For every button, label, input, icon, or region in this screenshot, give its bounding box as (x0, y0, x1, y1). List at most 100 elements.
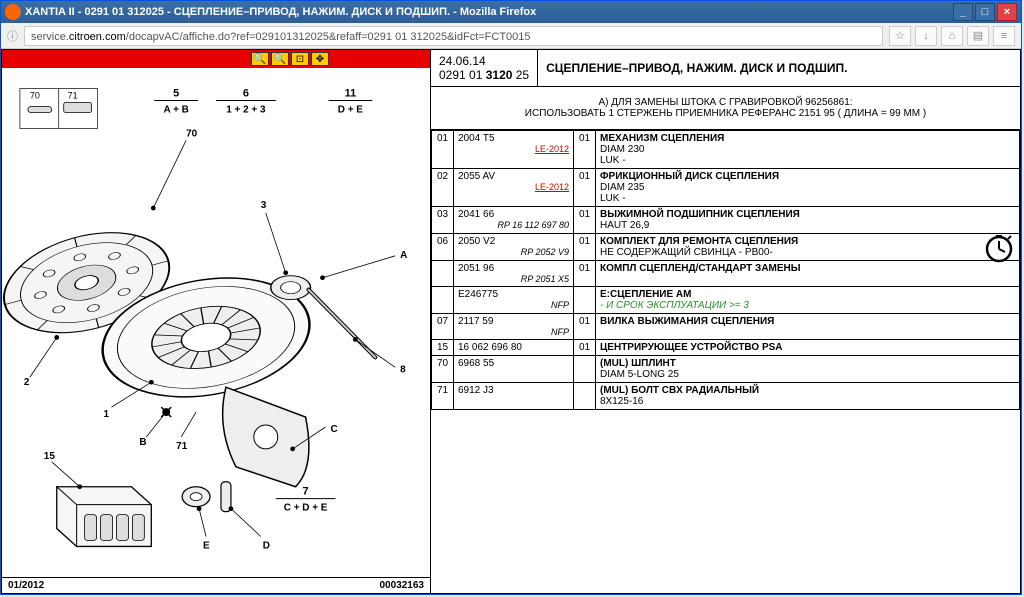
table-row[interactable]: 2051 96RP 2051 X501КОМПЛ СЦЕПЛЕНД/СТАНДА… (432, 261, 1020, 287)
header-date: 24.06.14 (439, 54, 529, 68)
row-desc: ВИЛКА ВЫЖИМАНИЯ СЦЕПЛЕНИЯ (596, 314, 1020, 340)
row-num: 06 (432, 234, 454, 261)
svg-text:D: D (263, 540, 270, 551)
svg-text:71: 71 (68, 91, 78, 101)
row-num (432, 287, 454, 314)
svg-text:71: 71 (176, 441, 188, 452)
content-area: 🔍 🔍 ⊡ ✥ 70 71 5 A (1, 49, 1021, 594)
row-ref: 2117 59NFP (454, 314, 574, 340)
diagram-panel: 🔍 🔍 ⊡ ✥ 70 71 5 A (1, 49, 431, 594)
row-desc: ФРИКЦИОННЫЙ ДИСК СЦЕПЛЕНИЯDIAM 235LUK - (596, 169, 1020, 207)
svg-text:15: 15 (44, 451, 56, 462)
header-note: А) ДЛЯ ЗАМЕНЫ ШТОКА С ГРАВИРОВКОЙ 962568… (431, 87, 1020, 130)
diagram-code: 00032163 (380, 580, 425, 591)
svg-text:C + D + E: C + D + E (284, 503, 328, 514)
download-icon[interactable]: ↓ (915, 26, 937, 46)
svg-text:A: A (400, 250, 407, 261)
row-num: 71 (432, 383, 454, 410)
site-info-icon[interactable]: ⓘ (7, 28, 18, 44)
table-row[interactable]: 012004 T5LE-201201МЕХАНИЗМ СЦЕПЛЕНИЯDIAM… (432, 131, 1020, 169)
svg-text:2: 2 (24, 377, 30, 388)
minimize-button[interactable]: _ (953, 3, 973, 21)
row-num: 03 (432, 207, 454, 234)
row-qty (574, 356, 596, 383)
firefox-icon (5, 4, 21, 20)
row-qty (574, 287, 596, 314)
parts-table: 012004 T5LE-201201МЕХАНИЗМ СЦЕПЛЕНИЯDIAM… (431, 130, 1020, 410)
close-button[interactable]: × (997, 3, 1017, 21)
svg-text:1: 1 (104, 409, 110, 420)
svg-text:11: 11 (345, 88, 357, 100)
row-num: 02 (432, 169, 454, 207)
row-num: 01 (432, 131, 454, 169)
row-num: 07 (432, 314, 454, 340)
row-desc: ЦЕНТРИРУЮЩЕЕ УСТРОЙСТВО PSA (596, 340, 1020, 356)
row-ref: 2004 T5LE-2012 (454, 131, 574, 169)
row-qty (574, 383, 596, 410)
svg-text:C: C (330, 424, 337, 435)
row-qty: 01 (574, 131, 596, 169)
reset-zoom-icon[interactable]: ⊡ (291, 52, 309, 66)
row-qty: 01 (574, 261, 596, 287)
svg-text:A + B: A + B (164, 104, 189, 115)
table-row[interactable]: 062050 V2RP 2052 V901КОМПЛЕКТ ДЛЯ РЕМОНТ… (432, 234, 1020, 261)
row-ref: 2055 AVLE-2012 (454, 169, 574, 207)
svg-text:6: 6 (243, 88, 249, 100)
address-bar: ⓘ service.citroen.com/docapvAC/affiche.d… (1, 23, 1021, 49)
header-code: 0291 01 3120 25 (439, 68, 529, 82)
window-title: XANTIA II - 0291 01 312025 - СЦЕПЛЕНИЕ–П… (25, 6, 953, 18)
svg-text:7: 7 (303, 486, 309, 498)
diagram-date: 01/2012 (8, 580, 44, 591)
firefox-window: XANTIA II - 0291 01 312025 - СЦЕПЛЕНИЕ–П… (0, 0, 1022, 595)
titlebar[interactable]: XANTIA II - 0291 01 312025 - СЦЕПЛЕНИЕ–П… (1, 1, 1021, 23)
row-ref: 16 062 696 80 (454, 340, 574, 356)
table-row[interactable]: 072117 59NFP01ВИЛКА ВЫЖИМАНИЯ СЦЕПЛЕНИЯ (432, 314, 1020, 340)
row-desc: КОМПЛ СЦЕПЛЕНД/СТАНДАРТ ЗАМЕНЫ (596, 261, 1020, 287)
clock-icon (984, 234, 1014, 264)
row-ref: 2050 V2RP 2052 V9 (454, 234, 574, 261)
row-num: 15 (432, 340, 454, 356)
menu-icon[interactable]: ≡ (993, 26, 1015, 46)
svg-text:5: 5 (173, 88, 179, 100)
row-ref: 6968 55 (454, 356, 574, 383)
sidebar-icon[interactable]: ▤ (967, 26, 989, 46)
svg-text:3: 3 (261, 200, 267, 211)
zoom-out-icon[interactable]: 🔍 (271, 52, 289, 66)
parts-panel: 24.06.14 0291 01 3120 25 СЦЕПЛЕНИЕ–ПРИВО… (431, 49, 1021, 594)
row-desc: КОМПЛЕКТ ДЛЯ РЕМОНТА СЦЕПЛЕНИЯНЕ СОДЕРЖА… (596, 234, 1020, 261)
parts-table-wrap: 012004 T5LE-201201МЕХАНИЗМ СЦЕПЛЕНИЯDIAM… (431, 130, 1020, 593)
bookmark-icon[interactable]: ☆ (889, 26, 911, 46)
table-row[interactable]: 1516 062 696 8001ЦЕНТРИРУЮЩЕЕ УСТРОЙСТВО… (432, 340, 1020, 356)
table-row[interactable]: 022055 AVLE-201201ФРИКЦИОННЫЙ ДИСК СЦЕПЛ… (432, 169, 1020, 207)
exploded-diagram[interactable]: 70 71 5 A + B 6 1 + 2 + 3 (2, 68, 430, 577)
svg-text:D + E: D + E (338, 104, 364, 115)
home-icon[interactable]: ⌂ (941, 26, 963, 46)
diagram-toolbar: 🔍 🔍 ⊡ ✥ (2, 50, 430, 68)
row-desc: (MUL) БОЛТ CBX РАДИАЛЬНЫЙ8X125-16 (596, 383, 1020, 410)
header-title: СЦЕПЛЕНИЕ–ПРИВОД, НАЖИМ. ДИСК И ПОДШИП. (538, 50, 1020, 86)
zoom-in-icon[interactable]: 🔍 (251, 52, 269, 66)
url-input[interactable]: service.citroen.com/docapvAC/affiche.do?… (24, 26, 883, 46)
maximize-button[interactable]: □ (975, 3, 995, 21)
row-desc: (MUL) ШПЛИНТDIAM 5-LONG 25 (596, 356, 1020, 383)
row-desc: ВЫЖИМНОЙ ПОДШИПНИК СЦЕПЛЕНИЯHAUT 26,9 (596, 207, 1020, 234)
svg-text:1 + 2 + 3: 1 + 2 + 3 (226, 104, 266, 115)
row-ref: 6912 J3 (454, 383, 574, 410)
row-num (432, 261, 454, 287)
svg-text:E: E (203, 540, 210, 551)
row-ref: 2041 66RP 16 112 697 80 (454, 207, 574, 234)
row-desc: МЕХАНИЗМ СЦЕПЛЕНИЯDIAM 230LUK - (596, 131, 1020, 169)
parts-header: 24.06.14 0291 01 3120 25 СЦЕПЛЕНИЕ–ПРИВО… (431, 50, 1020, 87)
row-qty: 01 (574, 340, 596, 356)
row-ref: E246775NFP (454, 287, 574, 314)
row-num: 70 (432, 356, 454, 383)
table-row[interactable]: 706968 55 (MUL) ШПЛИНТDIAM 5-LONG 25 (432, 356, 1020, 383)
table-row[interactable]: 716912 J3 (MUL) БОЛТ CBX РАДИАЛЬНЫЙ8X125-… (432, 383, 1020, 410)
move-icon[interactable]: ✥ (311, 52, 329, 66)
row-qty: 01 (574, 234, 596, 261)
row-qty: 01 (574, 314, 596, 340)
svg-text:70: 70 (30, 91, 40, 101)
table-row[interactable]: 032041 66RP 16 112 697 8001ВЫЖИМНОЙ ПОДШ… (432, 207, 1020, 234)
row-qty: 01 (574, 207, 596, 234)
table-row[interactable]: E246775NFPE:СЦЕПЛЕНИЕ АМ- И СРОК ЭКСПЛУА… (432, 287, 1020, 314)
